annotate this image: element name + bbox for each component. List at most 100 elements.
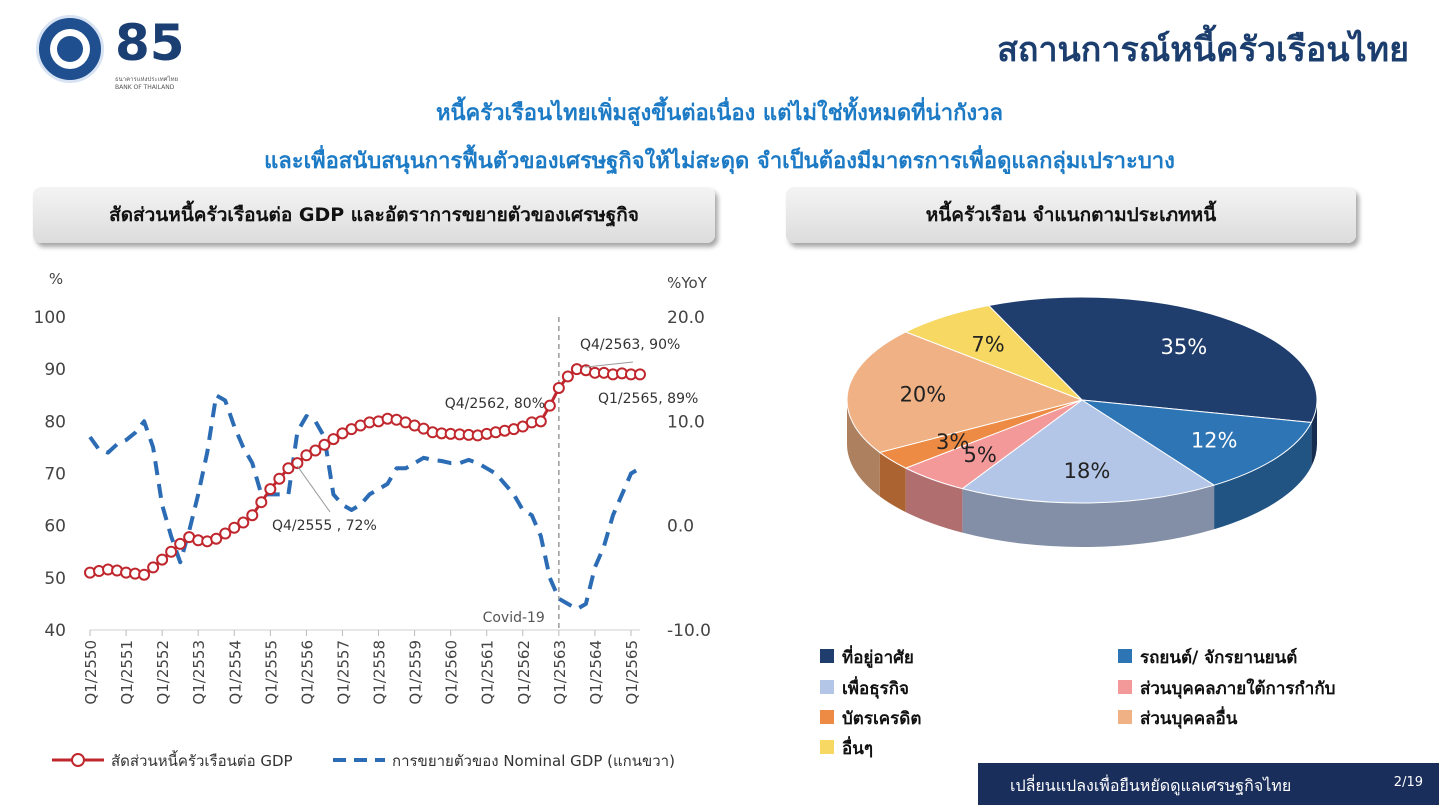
bot-logo-caption: ธนาคารแห่งประเทศไทย BANK OF THAILAND [115, 76, 179, 91]
y-left-tick-label: 100 [34, 308, 66, 328]
pie-slice-6 [904, 304, 1083, 401]
pie-slice-side [847, 400, 880, 497]
y-left-tick-label: 80 [44, 412, 66, 432]
y-left-tick-label: 90 [44, 360, 66, 380]
pie-slice-2 [961, 399, 1216, 504]
debt-to-gdp-point [147, 561, 160, 574]
x-tick-label: Q1/2554 [226, 640, 244, 705]
pie-slice-side [962, 485, 1215, 547]
pie-slice-side [905, 468, 963, 533]
y-left-axis-label: % [49, 270, 63, 288]
debt-to-gdp-point [318, 438, 331, 451]
x-tick-label: Q1/2562 [515, 640, 533, 705]
x-tick-label: Q1/2556 [298, 640, 316, 705]
subtitle-line-2: และเพื่อสนับสนุนการฟื้นตัวของเศรษฐกิจให้… [264, 149, 1175, 174]
y-left-tick-label: 70 [44, 465, 66, 485]
logo-emblem [50, 29, 90, 69]
debt-to-gdp-point [534, 415, 547, 428]
pie-value-label: 20% [900, 382, 947, 406]
pie-slice-1 [1081, 399, 1313, 486]
annotation-q1-2565: Q1/2565, 89% [598, 391, 698, 407]
x-tick-label: Q1/2563 [551, 640, 569, 705]
debt-to-gdp-point [210, 532, 223, 545]
pie-value-label: 35% [1161, 335, 1208, 359]
legend-label: ส่วนบุคคลอื่น [1140, 706, 1238, 729]
pie-value-label: 3% [936, 430, 969, 454]
debt-to-gdp-series [89, 367, 640, 577]
y-left-tick-label: 50 [44, 569, 66, 589]
x-tick-label: Q1/2560 [443, 640, 461, 705]
legend-swatch [820, 680, 834, 694]
pie-legend: ที่อยู่อาศัย รถยนต์/ จักรยานยนต์เพื่อธุรก… [820, 645, 1335, 759]
pie-value-label: 5% [963, 443, 996, 467]
legend-red-marker [71, 753, 85, 767]
x-tick-label: Q1/2559 [407, 640, 425, 705]
debt-to-gdp-point [282, 462, 295, 475]
debt-to-gdp-point [219, 527, 232, 540]
legend-swatch [820, 740, 834, 754]
debt-to-gdp-point [237, 516, 250, 529]
debt-to-gdp-point [156, 553, 169, 566]
legend-swatch [1118, 649, 1132, 663]
debt-to-gdp-point [255, 496, 268, 509]
footer-bar: เปลี่ยนแปลงเพื่อยืนหยัดดูแลเศรษฐกิจไทย 2… [978, 763, 1439, 805]
debt-to-gdp-point [309, 444, 322, 457]
y-right-tick-label: 0.0 [667, 517, 694, 537]
x-tick-label: Q1/2561 [479, 640, 497, 705]
page-number: 2/19 [1393, 775, 1423, 790]
debt-to-gdp-point [165, 545, 178, 558]
annotation-leader-q4-2563 [584, 361, 634, 368]
annotation-q4-2562: Q4/2562, 80% [445, 396, 545, 412]
legend-swatch [1118, 680, 1132, 694]
debt-to-gdp-point [543, 399, 556, 412]
y-right-tick-label: -10.0 [667, 621, 711, 641]
legend-blue-label: การขยายตัวของ Nominal GDP (แกนขวา) [392, 752, 675, 770]
debt-to-gdp-point [291, 457, 304, 470]
debt-to-gdp-point [634, 368, 646, 381]
debt-to-gdp-point [552, 381, 565, 394]
subtitle-line-1: หนี้ครัวเรือนไทยเพิ่มสูงขึ้นต่อเนื่อง แต… [436, 101, 1003, 126]
debt-to-gdp-point [138, 568, 151, 581]
legend-label: ที่อยู่อาศัย [842, 645, 914, 669]
debt-to-gdp-point [228, 521, 241, 534]
left-panel-header: สัดส่วนหนี้ครัวเรือนต่อ GDP และอัตราการข… [33, 187, 715, 243]
legend-red-label: สัดส่วนหนี้ครัวเรือนต่อ GDP [111, 750, 293, 770]
x-tick-label: Q1/2553 [190, 640, 208, 705]
right-panel-header: หนี้ครัวเรือน จำแนกตามประเภทหนี้ [786, 187, 1356, 243]
x-tick-label: Q1/2555 [262, 640, 280, 705]
pie-value-label: 18% [1064, 459, 1111, 483]
pie-value-label: 7% [971, 332, 1004, 356]
legend-label: อื่นๆ [842, 736, 873, 759]
y-right-axis-label: %YoY [667, 274, 708, 292]
annotation-covid: Covid-19 [483, 610, 545, 626]
pie-slice-side [879, 452, 906, 513]
x-tick-label: Q1/2552 [154, 640, 172, 705]
debt-type-pie-chart: 35% 12% 18% 5%3% 20% 7% [846, 296, 1318, 547]
pie-slice-side [1214, 422, 1312, 530]
y-left-tick-label: 60 [44, 517, 66, 537]
debt-to-gdp-point [174, 537, 187, 550]
x-tick-label: Q1/2557 [334, 640, 352, 705]
legend-swatch [1118, 710, 1132, 724]
legend-label: รถยนต์/ จักรยานยนต์ [1140, 647, 1297, 668]
legend-swatch [820, 649, 834, 663]
annotation-q4-2563: Q4/2563, 90% [580, 337, 680, 353]
page-title: สถานการณ์หนี้ครัวเรือนไทย [997, 30, 1409, 70]
ministry-of-finance-logo [36, 15, 104, 83]
debt-to-gdp-point [246, 509, 259, 522]
x-tick-label: Q1/2564 [587, 640, 605, 705]
x-tick-label: Q1/2551 [118, 640, 136, 705]
legend-swatch [820, 710, 834, 724]
pie-value-label: 12% [1191, 428, 1238, 452]
y-right-tick-label: 20.0 [667, 308, 705, 328]
nominal-gdp-growth-series [88, 393, 642, 612]
x-tick-label: Q1/2550 [82, 640, 100, 705]
y-right-tick-label: 10.0 [667, 412, 705, 432]
bank-of-thailand-85-logo: 85 ธนาคารแห่งประเทศไทย BANK OF THAILAND [115, 14, 195, 91]
legend-label: ส่วนบุคคลภายใต้การกำกับ [1140, 678, 1335, 699]
legend-label: บัตรเครดิต [842, 709, 921, 729]
debt-to-gdp-point [300, 449, 313, 462]
pie-slice-side [1311, 400, 1317, 467]
debt-to-gdp-point [327, 433, 340, 446]
annotation-q4-2555: Q4/2555 , 72% [272, 518, 377, 534]
